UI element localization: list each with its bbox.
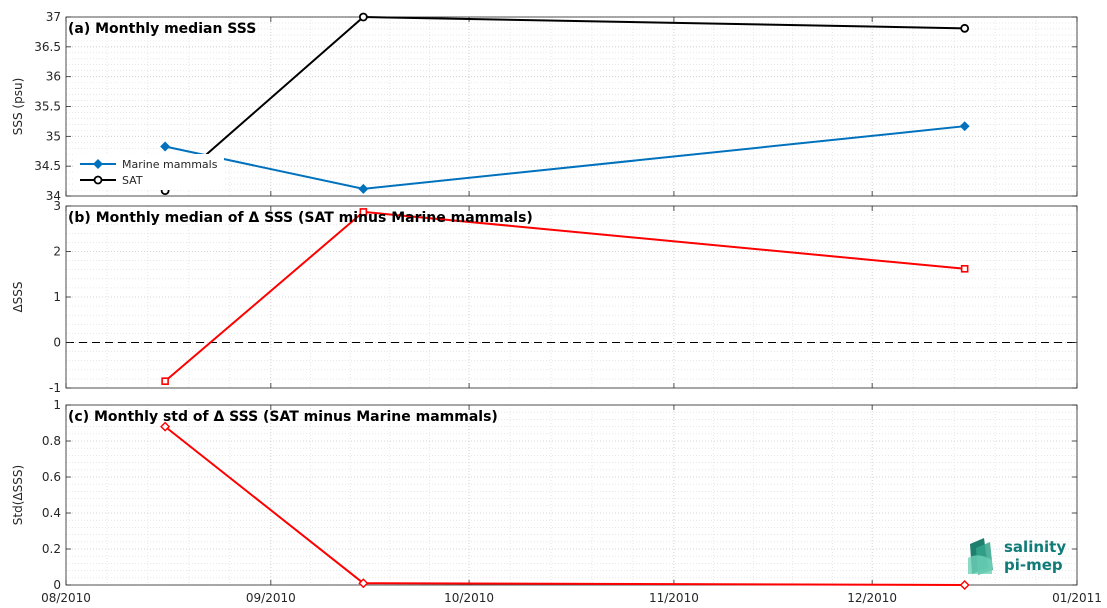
y-axis-label: ΔSSS bbox=[11, 281, 25, 312]
y-tick-label: 1 bbox=[53, 398, 61, 412]
y-tick-label: 34.5 bbox=[34, 159, 61, 173]
series-line-b-0 bbox=[164, 210, 965, 382]
series-line-a-1 bbox=[164, 15, 965, 192]
data-point bbox=[358, 578, 369, 589]
y-tick-label: 0 bbox=[53, 578, 61, 592]
y-tick-label: 37 bbox=[46, 10, 61, 24]
panel-title: (c) Monthly std of Δ SSS (SAT minus Mari… bbox=[68, 409, 498, 425]
data-point bbox=[161, 377, 169, 385]
logo-line2: pi-mep bbox=[1004, 556, 1063, 574]
y-tick-label: 3 bbox=[53, 199, 61, 213]
data-point bbox=[93, 159, 103, 169]
panel-title: (b) Monthly median of Δ SSS (SAT minus M… bbox=[68, 210, 533, 226]
y-tick-label: 0.2 bbox=[42, 542, 61, 556]
data-point bbox=[358, 12, 368, 22]
data-point bbox=[359, 208, 368, 216]
y-tick-label: 36.5 bbox=[34, 40, 61, 54]
data-point bbox=[960, 264, 969, 273]
data-point bbox=[160, 141, 171, 152]
y-tick-label: 0 bbox=[53, 336, 61, 350]
y-tick-label: 0.6 bbox=[42, 470, 61, 484]
logo-line1: salinity bbox=[1004, 538, 1066, 556]
y-tick-label: 35 bbox=[46, 129, 61, 143]
y-tick-label: 36 bbox=[46, 70, 61, 84]
salinity-pi-mep-logo: salinity pi-mep bbox=[968, 538, 1066, 575]
data-point bbox=[960, 23, 970, 33]
series-line-a-0 bbox=[164, 125, 965, 190]
panel-title: (a) Monthly median SSS bbox=[68, 21, 256, 37]
data-point bbox=[358, 183, 369, 194]
y-tick-label: 0.8 bbox=[42, 434, 61, 448]
axes-box bbox=[65, 404, 1078, 586]
legend: Marine mammals SAT bbox=[74, 154, 224, 190]
legend-entry: SAT bbox=[122, 174, 143, 187]
y-tick-label: 34 bbox=[46, 189, 61, 203]
x-tick-label: 11/2010 bbox=[649, 591, 699, 605]
y-tick-label: 0.4 bbox=[42, 506, 61, 520]
data-point bbox=[959, 580, 970, 590]
y-tick-label: 1 bbox=[53, 290, 61, 304]
x-tick-label: 08/2010 bbox=[41, 591, 91, 605]
axes-box bbox=[65, 205, 1078, 389]
legend-entry: Marine mammals bbox=[122, 158, 218, 171]
y-tick-label: 2 bbox=[53, 245, 61, 259]
data-point bbox=[959, 121, 970, 132]
data-point bbox=[93, 175, 103, 185]
y-tick-label: 35.5 bbox=[34, 100, 61, 114]
panel-a: 34 34.5 35 35.5 36 36.5 37 SSS (psu) (a) Monthly… bbox=[11, 10, 1078, 203]
wave-icon bbox=[968, 538, 993, 575]
data-point bbox=[160, 421, 171, 432]
panel-b: -1 0 1 2 3 ΔSSS (b) Monthly median of Δ SSS (S… bbox=[11, 199, 1078, 395]
x-tick-label: 09/2010 bbox=[246, 591, 296, 605]
x-tick-label: 01/2011 bbox=[1052, 591, 1102, 605]
y-tick-label: -1 bbox=[49, 381, 61, 395]
x-tick-label: 10/2010 bbox=[444, 591, 494, 605]
y-axis-label: Std(ΔSSS) bbox=[11, 465, 25, 525]
panel-c: 0 0.2 0.4 0.6 0.8 1 08/2010 09/2010 10/2010 11/20… bbox=[11, 398, 1102, 605]
y-axis-label: SSS (psu) bbox=[11, 78, 25, 136]
x-tick-label: 12/2010 bbox=[847, 591, 897, 605]
